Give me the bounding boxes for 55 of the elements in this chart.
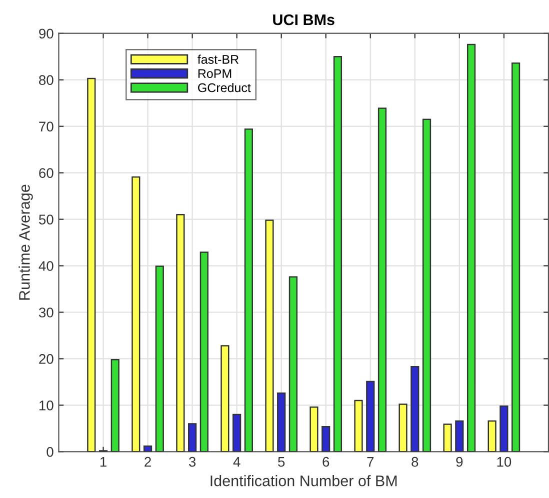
bar bbox=[398, 404, 408, 452]
y-tick-label: 80 bbox=[39, 75, 54, 86]
bar bbox=[378, 108, 387, 452]
y-tick-label: 20 bbox=[39, 354, 54, 364]
y-tick-label: 0 bbox=[46, 447, 54, 457]
bar bbox=[512, 62, 520, 452]
y-tick-label: 60 bbox=[39, 168, 54, 178]
bar bbox=[354, 400, 363, 452]
y-axis-title: Runtime Average bbox=[18, 184, 33, 300]
x-tick-label: 9 bbox=[456, 456, 463, 467]
legend-label: GCreduct bbox=[198, 82, 251, 92]
x-tick-label: 1 bbox=[100, 457, 106, 467]
x-tick-label: 2 bbox=[144, 456, 151, 467]
bar bbox=[220, 345, 230, 452]
bar bbox=[500, 406, 508, 452]
bar bbox=[132, 176, 140, 452]
bar bbox=[232, 414, 242, 452]
legend-label: fast-BR bbox=[198, 54, 238, 64]
y-tick-label: 10 bbox=[39, 400, 54, 410]
legend-label: RoPM bbox=[198, 69, 232, 78]
bar bbox=[422, 118, 432, 452]
bar bbox=[200, 252, 208, 452]
bar bbox=[410, 366, 420, 452]
x-tick-label: 8 bbox=[412, 456, 418, 467]
bar bbox=[277, 392, 286, 452]
y-tick-label: 70 bbox=[39, 122, 54, 132]
bar bbox=[176, 214, 185, 452]
bar bbox=[322, 426, 330, 452]
bar bbox=[466, 44, 476, 452]
y-tick-label: 50 bbox=[38, 214, 54, 224]
bar bbox=[87, 78, 96, 452]
bar bbox=[366, 380, 375, 452]
bar bbox=[333, 56, 342, 452]
x-tick-label: 3 bbox=[188, 456, 196, 467]
bar bbox=[288, 276, 298, 452]
x-tick-label: 7 bbox=[367, 457, 374, 467]
y-tick-label: 90 bbox=[39, 28, 54, 39]
y-tick-label: 40 bbox=[38, 261, 54, 271]
bar bbox=[488, 420, 496, 452]
x-tick-label: 6 bbox=[322, 456, 330, 467]
bar bbox=[265, 220, 274, 452]
y-tick-label: 30 bbox=[38, 308, 54, 318]
chart-title: UCI BMs bbox=[273, 14, 334, 26]
bar bbox=[188, 423, 197, 452]
bar bbox=[310, 406, 318, 452]
bar bbox=[443, 424, 452, 452]
x-tick-label: 5 bbox=[278, 457, 285, 467]
bar bbox=[110, 359, 120, 452]
bar bbox=[455, 420, 464, 452]
bar bbox=[244, 128, 253, 452]
x-tick-label: 10 bbox=[497, 456, 512, 467]
x-tick-label: 4 bbox=[233, 457, 240, 467]
bar bbox=[155, 266, 164, 452]
bar bbox=[143, 445, 152, 452]
x-axis-title: Identification Number of BM bbox=[210, 475, 397, 486]
